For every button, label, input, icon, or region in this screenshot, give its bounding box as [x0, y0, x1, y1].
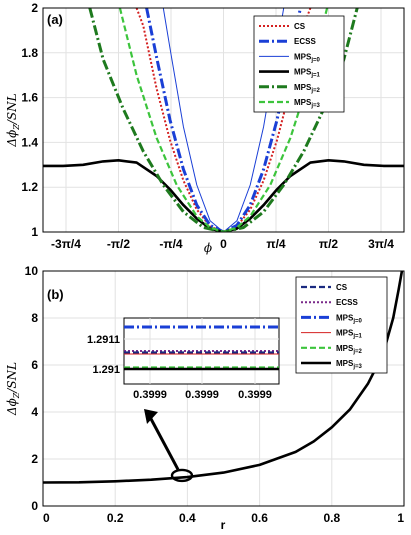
- xtick-b-5: 1: [397, 511, 404, 525]
- legend-b: CS ECSS MPSj=0 MPSj=1 MPSj=2 MPSj=3: [295, 276, 388, 374]
- xtick-b-3: 0.6: [251, 511, 268, 525]
- zoom-callout-arrow: [148, 416, 180, 471]
- legend-label-a-2: MPSj=0: [294, 52, 321, 63]
- legend-label-a-3: MPSj=1: [294, 68, 321, 79]
- axes-frame-b: [42, 270, 405, 507]
- inset-ytick-1: 1.291: [92, 364, 120, 376]
- legend-a: CS ECSS MPSj=0 MPSj=1 MPSj=2 MPSj=3: [253, 15, 345, 113]
- legend-label-b-1: ECSS: [336, 298, 358, 307]
- inset-xtick-0: 0.3999: [133, 389, 167, 401]
- xtick-b-4: 0.8: [323, 511, 340, 525]
- ylabel-a: ΔϕZ/SNL: [5, 93, 21, 147]
- xtick-a-5: π/2: [319, 237, 339, 251]
- xtick-a-6: 3π/4: [368, 237, 394, 251]
- inset-b: 0.3999 0.3999 0.3999 1.2911 1.291: [87, 317, 280, 401]
- xtick-b-2: 0.4: [179, 511, 196, 525]
- xlabel-a: ϕ: [204, 241, 212, 255]
- axes-frame-a: [42, 7, 405, 233]
- legend-label-b-5: MPSj=3: [336, 359, 363, 370]
- panel-a: -3π/4 -π/2 -π/4 0 π/4 π/2 3π/4 1 1.2 1.4 1.6 1.8 2 (a…: [21, 1, 405, 255]
- ytick-b-0: 0: [31, 499, 38, 513]
- series-b-curve: [43, 271, 404, 484]
- xtick-a-4: π/4: [266, 237, 286, 251]
- ytick-b-1: 2: [31, 452, 38, 466]
- xtick-a-0: -3π/4: [51, 237, 81, 251]
- xtick-b-1: 0.2: [107, 511, 124, 525]
- ytick-a-5: 2: [31, 1, 38, 15]
- inset-ytick-0: 1.2911: [87, 334, 120, 346]
- ytick-a-3: 1.6: [21, 91, 38, 105]
- ylabel-b: ΔϕZ/SNL: [5, 362, 21, 416]
- ytick-a-0: 1: [31, 225, 38, 239]
- legend-label-b-4: MPSj=2: [336, 344, 363, 355]
- ytick-a-4: 1.8: [21, 46, 38, 60]
- xtick-b-0: 0: [43, 511, 50, 525]
- xlabel-b: r: [221, 518, 226, 532]
- inset-xtick-1: 0.3999: [185, 389, 219, 401]
- ytick-a-2: 1.4: [21, 135, 38, 149]
- ytick-b-2: 4: [31, 405, 38, 419]
- ytick-a-1: 1.2: [21, 180, 38, 194]
- ytick-b-5: 10: [25, 264, 39, 278]
- series-a-4: [88, 8, 359, 232]
- legend-label-a-0: CS: [294, 22, 306, 31]
- ytick-b-3: 6: [31, 358, 38, 372]
- legend-label-a-1: ECSS: [294, 37, 316, 46]
- legend-label-a-4: MPSj=2: [294, 83, 321, 94]
- series-a-3: [43, 159, 404, 232]
- zoom-callout-ellipse: [170, 468, 194, 483]
- panel-label-a: (a): [47, 12, 63, 27]
- xtick-a-3: 0: [220, 237, 227, 251]
- xtick-a-2: -π/4: [159, 237, 183, 251]
- inset-xtick-2: 0.3999: [238, 389, 272, 401]
- panel-label-b: (b): [47, 287, 64, 302]
- legend-label-a-5: MPSj=3: [294, 98, 321, 109]
- legend-label-b-3: MPSj=1: [336, 329, 363, 340]
- series-a-5: [118, 8, 329, 232]
- xtick-a-1: -π/2: [107, 237, 131, 251]
- zoom-arrowhead: [144, 409, 158, 424]
- legend-label-b-0: CS: [336, 283, 348, 292]
- legend-label-b-2: MPSj=0: [336, 313, 363, 324]
- series-a-1: [145, 8, 302, 232]
- ytick-b-4: 8: [31, 311, 38, 325]
